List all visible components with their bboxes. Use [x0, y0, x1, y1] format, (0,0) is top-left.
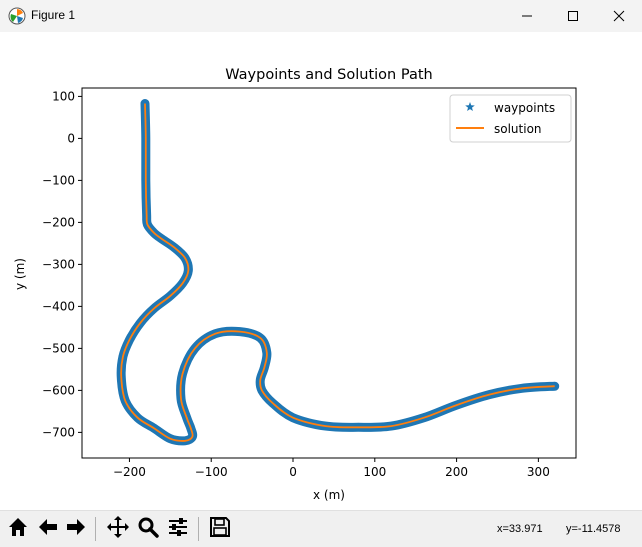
- maximize-button[interactable]: [550, 0, 596, 32]
- minimize-button[interactable]: [504, 0, 550, 32]
- axes-border: [81, 87, 577, 459]
- x-tick-label: 0: [289, 465, 297, 479]
- matplotlib-icon: [8, 7, 26, 25]
- x-tick-label: 200: [445, 465, 468, 479]
- chart: −200 −100 0 100 200 300 100 0 −100 −200 −300 −400 −…: [13, 67, 577, 502]
- save-button[interactable]: [206, 515, 234, 543]
- y-tick-label: −100: [42, 173, 75, 187]
- y-tick-label: −200: [42, 215, 75, 229]
- legend-label-waypoints: waypoints: [494, 101, 555, 115]
- toolbar-separator: [95, 517, 96, 541]
- title-bar[interactable]: Figure 1: [0, 0, 642, 32]
- figure-canvas[interactable]: −200 −100 0 100 200 300 100 0 −100 −200 −300 −400 −…: [0, 32, 642, 510]
- home-button[interactable]: [4, 515, 32, 543]
- pan-button[interactable]: [104, 515, 132, 543]
- y-coordinate-readout: y=-11.4578: [566, 523, 621, 535]
- back-button[interactable]: [34, 515, 62, 543]
- y-tick-label: 100: [52, 89, 75, 103]
- navigation-toolbar: x=33.971 y=-11.4578: [0, 510, 642, 547]
- legend-box: [449, 94, 572, 143]
- chart-title: Waypoints and Solution Path: [225, 67, 432, 83]
- y-tick-label: 0: [67, 131, 75, 145]
- y-tick-label: −600: [42, 383, 75, 397]
- y-tick-label: −300: [42, 257, 75, 271]
- save-icon: [209, 516, 231, 542]
- zoom-button[interactable]: [134, 515, 162, 543]
- legend: waypoints solution: [449, 94, 572, 143]
- forward-button[interactable]: [62, 515, 90, 543]
- series-layer: [116, 99, 560, 446]
- configure-subplots-button[interactable]: [164, 515, 192, 543]
- zoom-icon: [137, 516, 159, 542]
- minimize-icon: [521, 7, 533, 26]
- waypoint-marker: [140, 99, 150, 108]
- y-axis: 100 0 −100 −200 −300 −400 −500 −600 −700: [42, 89, 82, 439]
- y-tick-label: −500: [42, 341, 75, 355]
- back-arrow-icon: [37, 516, 59, 542]
- x-coordinate-readout: x=33.971: [497, 523, 543, 535]
- configure-subplots-icon: [167, 516, 189, 542]
- x-tick-label: 100: [363, 465, 386, 479]
- x-tick-label: −200: [113, 465, 146, 479]
- pan-icon: [106, 515, 130, 543]
- solution-series: [120, 103, 555, 442]
- toolbar-separator: [198, 517, 199, 541]
- waypoint-marker: [550, 381, 559, 390]
- x-tick-label: −100: [195, 465, 228, 479]
- maximize-icon: [567, 7, 579, 26]
- x-axis: −200 −100 0 100 200 300: [113, 458, 550, 479]
- legend-marker-waypoints: [465, 102, 475, 111]
- x-axis-label: x (m): [313, 488, 345, 502]
- window-title: Figure 1: [31, 8, 76, 22]
- forward-arrow-icon: [65, 516, 87, 542]
- axes-frame: [82, 88, 576, 458]
- y-tick-label: −700: [42, 425, 75, 439]
- close-button[interactable]: [596, 0, 642, 32]
- y-tick-label: −400: [42, 299, 75, 313]
- close-icon: [613, 7, 625, 26]
- legend-label-solution: solution: [494, 122, 542, 136]
- y-axis-label: y (m): [13, 258, 27, 290]
- home-icon: [7, 516, 29, 542]
- x-tick-label: 300: [527, 465, 550, 479]
